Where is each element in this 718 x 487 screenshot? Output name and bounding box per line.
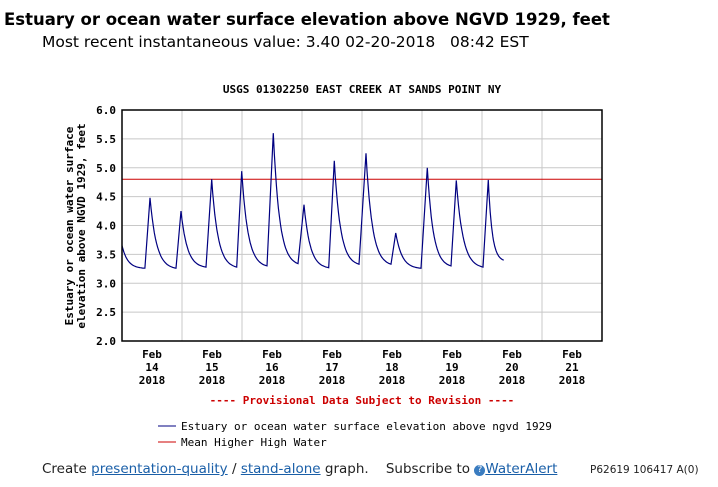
y-tick-label: 6.0 [96, 104, 116, 117]
plot-frame [121, 109, 603, 342]
x-tick-label-year: 2018 [319, 374, 346, 387]
provisional-note: ---- Provisional Data Subject to Revisio… [210, 394, 515, 407]
x-tick-label-day: 16 [265, 361, 279, 374]
x-tick-label-day: 15 [205, 361, 218, 374]
y-tick-label: 4.0 [96, 220, 116, 233]
x-tick-label-year: 2018 [199, 374, 226, 387]
footer-create-text: Create [42, 461, 87, 477]
y-tick-label: 4.5 [96, 191, 116, 204]
x-tick-label-year: 2018 [439, 374, 466, 387]
y-tick-label: 2.5 [96, 306, 116, 319]
legend-label-water-level: Estuary or ocean water surface elevation… [181, 420, 552, 433]
footer-graph-text: graph. [324, 461, 369, 477]
x-tick-label-month: Feb [322, 348, 342, 361]
x-tick-label-year: 2018 [139, 374, 166, 387]
y-tick-label: 3.5 [96, 248, 116, 261]
footer-separator: / [231, 461, 237, 477]
footer-subscribe-text: Subscribe to [385, 461, 471, 477]
x-tick-label-year: 2018 [559, 374, 586, 387]
x-tick-label-year: 2018 [259, 374, 286, 387]
x-tick-label-day: 17 [325, 361, 338, 374]
help-icon[interactable]: ? [474, 465, 486, 476]
y-tick-label: 5.0 [96, 162, 116, 175]
x-tick-label-month: Feb [502, 348, 522, 361]
page-title: Estuary or ocean water surface elevation… [4, 10, 610, 29]
x-tick-label-day: 21 [565, 361, 579, 374]
x-tick-label-day: 19 [445, 361, 458, 374]
x-tick-label-month: Feb [142, 348, 162, 361]
x-tick-label-month: Feb [442, 348, 462, 361]
y-axis: 2.0 2.5 3.0 3.5 4.0 4.5 5.0 5.5 6.0 [96, 104, 116, 348]
x-tick-label-month: Feb [562, 348, 582, 361]
wateralert-link[interactable]: WaterAlert [485, 461, 558, 477]
x-tick-label-year: 2018 [379, 374, 406, 387]
water-level-line [121, 133, 504, 269]
stand-alone-link[interactable]: stand-alone [240, 461, 321, 477]
x-tick-label-day: 14 [145, 361, 159, 374]
x-tick-label-month: Feb [202, 348, 222, 361]
y-tick-label: 2.0 [96, 335, 116, 348]
y-tick-label: 3.0 [96, 277, 116, 290]
x-tick-label-year: 2018 [499, 374, 526, 387]
y-tick-label: 5.5 [96, 133, 116, 146]
legend-label-mhhw: Mean Higher High Water [181, 436, 327, 449]
grid [122, 109, 602, 342]
x-tick-label-month: Feb [382, 348, 402, 361]
x-tick-label-day: 20 [505, 361, 518, 374]
chart-title: USGS 01302250 EAST CREEK AT SANDS POINT … [223, 83, 502, 96]
y-axis-label-line1: Estuary or ocean water surface [63, 126, 76, 325]
y-axis-label-line2: elevation above NGVD 1929, feet [75, 123, 88, 328]
x-tick-label-month: Feb [262, 348, 282, 361]
latest-value: Most recent instantaneous value: 3.40 02… [42, 33, 529, 51]
footer: Create presentation-quality / stand-alon… [42, 461, 557, 477]
parameter-code: P62619 106417 A(0) [590, 464, 699, 476]
presentation-quality-link[interactable]: presentation-quality [91, 461, 228, 477]
x-axis: Feb142018Feb152018Feb162018Feb172018Feb1… [139, 348, 586, 387]
x-tick-label-day: 18 [385, 361, 398, 374]
